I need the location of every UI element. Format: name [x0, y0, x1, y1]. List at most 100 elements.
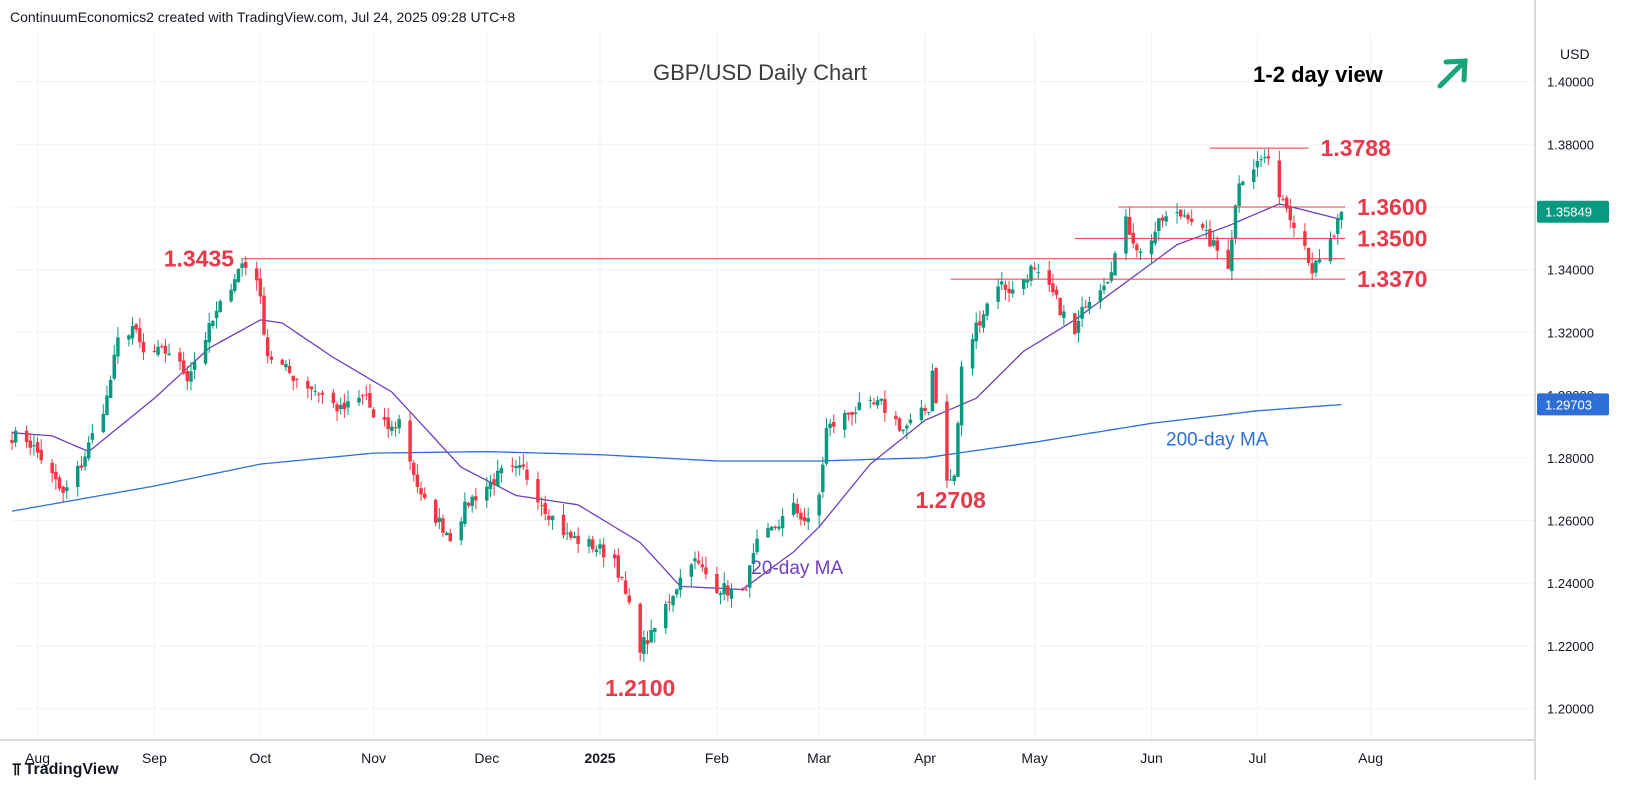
candle-body — [335, 404, 339, 412]
chart-title: GBP/USD Daily Chart — [653, 60, 867, 85]
candle-body — [10, 440, 14, 443]
candle-body — [258, 278, 263, 297]
candle-body — [57, 477, 62, 489]
candle-body — [1215, 240, 1219, 251]
ma200-line — [11, 403, 1342, 512]
candle-body — [1182, 215, 1187, 217]
candle-body — [799, 512, 803, 520]
candle-body — [437, 517, 442, 523]
candle-body — [1314, 260, 1318, 273]
candle-body — [127, 335, 131, 340]
candle-body — [821, 464, 825, 492]
candle-body — [218, 301, 222, 313]
candle-body — [1105, 281, 1110, 284]
view-label: 1-2 day view — [1253, 62, 1384, 87]
candle-body — [521, 464, 526, 467]
candle-body — [642, 637, 646, 654]
candle-body — [718, 593, 723, 596]
ma200-layer — [11, 403, 1342, 512]
candle-body — [1025, 280, 1030, 283]
candle-body — [1266, 156, 1271, 159]
candle-body — [777, 526, 781, 529]
candle-body — [364, 394, 369, 396]
candle-body — [846, 412, 851, 415]
candle-body — [185, 371, 190, 382]
candle-body — [134, 324, 138, 330]
candle-body — [1127, 216, 1132, 235]
candle-body — [474, 496, 478, 501]
candle-body — [1255, 161, 1260, 168]
candle-body — [1003, 284, 1008, 290]
candles-layer — [10, 148, 1344, 663]
candle-body — [313, 390, 317, 392]
candle-body — [744, 589, 748, 591]
candle-body — [514, 465, 518, 469]
y-tick-label: 1.22000 — [1547, 639, 1594, 654]
candle-body — [1332, 235, 1336, 237]
candle-body — [265, 337, 270, 357]
tradingview-logo[interactable]: ⫪ TradingView — [12, 760, 119, 780]
candle-body — [766, 527, 770, 538]
candle-body — [919, 407, 924, 421]
candle-body — [1336, 218, 1340, 235]
candle-body — [536, 479, 540, 503]
candle-body — [974, 322, 978, 342]
candle-body — [116, 337, 120, 357]
candle-body — [638, 603, 642, 653]
candle-body — [1160, 217, 1165, 221]
candle-body — [1149, 240, 1154, 255]
candle-body — [24, 430, 29, 442]
candle-body — [163, 345, 168, 354]
candle-body — [726, 585, 730, 596]
candle-body — [653, 628, 657, 632]
candle-body — [569, 532, 573, 538]
candle-body — [236, 268, 241, 282]
candle-body — [309, 386, 314, 390]
candle-body — [565, 532, 569, 534]
x-tick-label: Apr — [914, 750, 936, 766]
candle-body — [382, 417, 387, 420]
candle-body — [130, 325, 135, 339]
candle-body — [1262, 157, 1267, 159]
candle-body — [970, 339, 975, 369]
candle-body — [357, 397, 361, 403]
candle-body — [952, 475, 957, 482]
x-tick-label: Aug — [1358, 750, 1383, 766]
candle-body — [211, 320, 215, 326]
annotations-layer: 1.2100 1.2708 20-day MA 200-day MA — [605, 429, 1269, 701]
y-tick-label: 1.24000 — [1547, 576, 1594, 591]
candle-body — [850, 411, 854, 416]
y-tick-label: 1.32000 — [1547, 325, 1594, 340]
candle-body — [386, 417, 390, 430]
candle-body — [181, 360, 186, 374]
candle-body — [674, 589, 679, 595]
candle-body — [649, 629, 653, 643]
candle-body — [160, 346, 164, 348]
candle-body — [189, 371, 193, 382]
candle-body — [696, 560, 701, 564]
candle-body — [393, 427, 398, 429]
axes-layer: 1.400001.380001.360001.340001.320001.300… — [0, 0, 1609, 780]
candle-body — [996, 286, 1000, 302]
candle-body — [32, 445, 36, 447]
candle-body — [956, 423, 960, 477]
candle-body — [1036, 272, 1041, 274]
candle-body — [842, 412, 847, 430]
candle-body — [598, 544, 602, 549]
candle-body — [729, 589, 734, 599]
candle-body — [1062, 311, 1066, 319]
candle-body — [587, 538, 591, 547]
levels-layer: 1.3788 1.3600 1.3500 1.3435 1.3370 — [164, 135, 1428, 292]
candle-body — [1277, 160, 1282, 198]
candle-body — [415, 474, 420, 488]
candle-body — [590, 539, 595, 550]
candle-body — [1157, 218, 1161, 232]
candle-body — [576, 535, 580, 544]
chart-credit: ContinuumEconomics2 created with Trading… — [10, 9, 516, 25]
candle-body — [1328, 238, 1333, 262]
candle-body — [824, 427, 829, 464]
candle-body — [61, 486, 65, 493]
candle-body — [930, 370, 935, 412]
candle-body — [287, 365, 292, 373]
